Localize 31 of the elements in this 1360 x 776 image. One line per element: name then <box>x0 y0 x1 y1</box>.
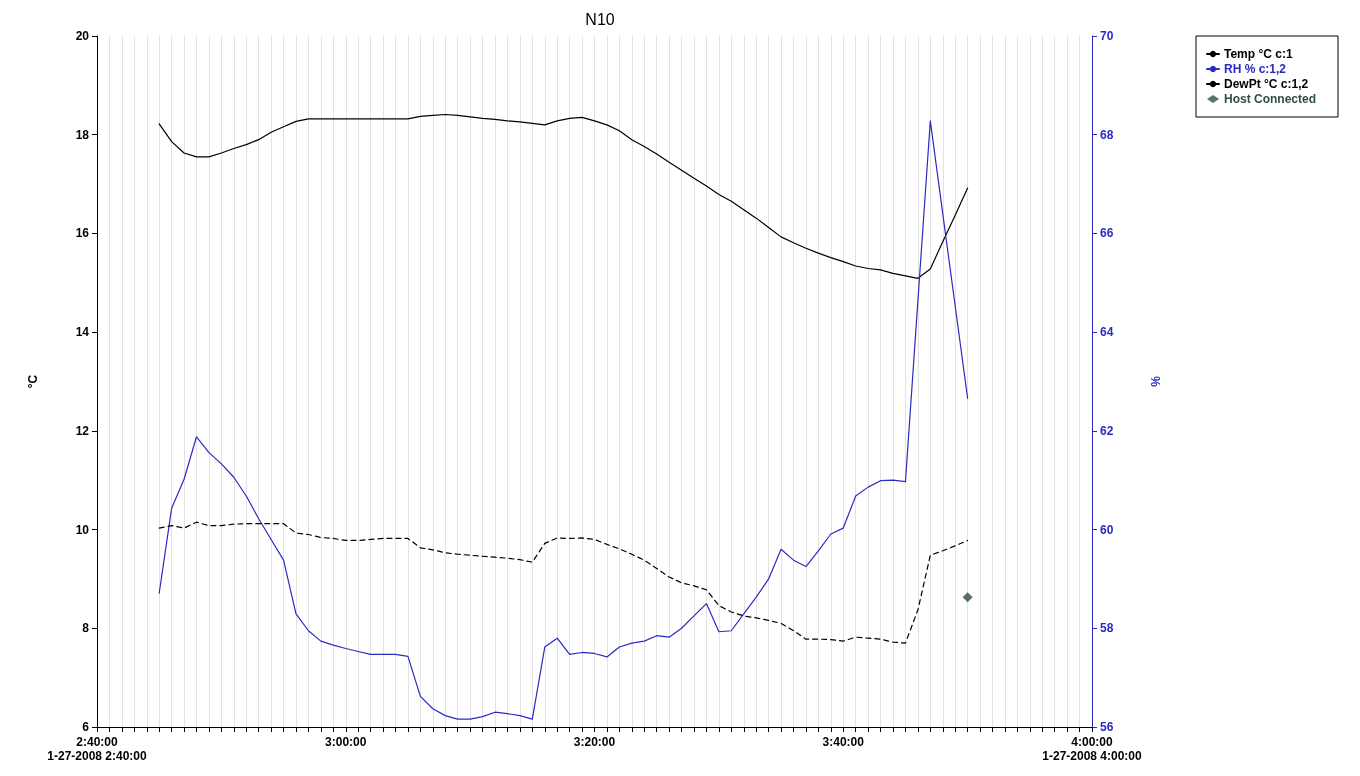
y2-tick-label: 58 <box>1100 621 1114 636</box>
x-tick-label: 3:00:00 <box>325 735 367 749</box>
x-tick-label: 4:00:00 1-27-2008 4:00:00 <box>1042 735 1143 763</box>
y-tick-label: 14 <box>75 325 90 340</box>
x-tick-label: 2:40:00 1-27-2008 2:40:00 <box>47 735 148 763</box>
y2-tick-label: 66 <box>1100 226 1114 241</box>
legend-label: RH % c:1,2 <box>1224 62 1287 76</box>
line-series <box>158 120 969 720</box>
x-tick-label: 3:40:00 <box>822 735 865 749</box>
y-tick-label: 20 <box>75 29 90 43</box>
legend-label: DewPt °C c:1,2 <box>1224 77 1309 91</box>
y-tick-label: 6 <box>82 720 90 734</box>
chart-title: N10 <box>585 10 615 28</box>
y2-tick-label: 70 <box>1100 29 1114 43</box>
y-tick-label: 12 <box>75 423 90 438</box>
y2-tick-label: 62 <box>1100 423 1114 438</box>
y-tick-label: 16 <box>75 226 90 241</box>
legend-label: Temp °C c:1 <box>1224 47 1293 61</box>
y2-tick-label: 56 <box>1100 720 1114 734</box>
y-axis-title: °C <box>26 374 40 389</box>
y2-axis-title: % <box>1149 375 1163 387</box>
line-series <box>158 113 969 279</box>
y2-tick-label: 64 <box>1100 325 1114 340</box>
line-series <box>158 521 969 644</box>
x-tick-label: 3:20:00 <box>573 735 616 749</box>
y-tick-label: 10 <box>75 522 90 537</box>
legend-label: Host Connected <box>1224 92 1317 106</box>
y-tick-label: 18 <box>75 127 90 142</box>
y2-tick-label: 60 <box>1100 522 1114 537</box>
y2-tick-label: 68 <box>1100 127 1114 142</box>
y-tick-label: 8 <box>82 621 90 636</box>
